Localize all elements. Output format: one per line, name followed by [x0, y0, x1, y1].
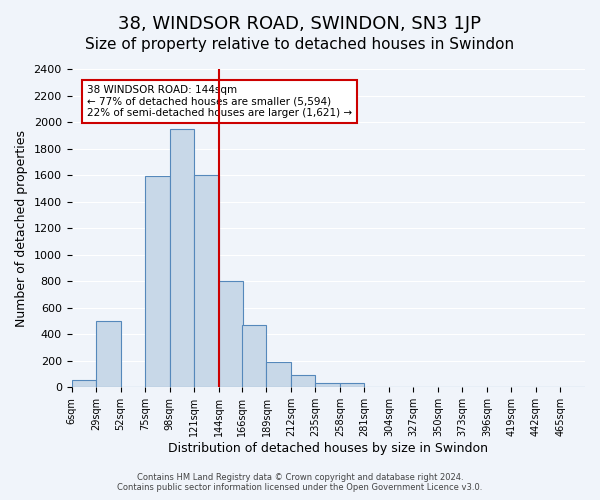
Bar [145, 176, 170, 388]
Bar [170, 128, 194, 388]
Bar [71, 380, 96, 388]
Bar [218, 281, 243, 388]
Bar [291, 374, 316, 388]
Bar [340, 384, 364, 388]
Text: Contains HM Land Registry data © Crown copyright and database right 2024.
Contai: Contains HM Land Registry data © Crown c… [118, 473, 482, 492]
Bar [266, 362, 291, 388]
Bar [194, 175, 218, 388]
Text: Size of property relative to detached houses in Swindon: Size of property relative to detached ho… [85, 38, 515, 52]
Bar [96, 321, 121, 388]
Bar [242, 325, 266, 388]
Text: 38 WINDSOR ROAD: 144sqm
← 77% of detached houses are smaller (5,594)
22% of semi: 38 WINDSOR ROAD: 144sqm ← 77% of detache… [87, 85, 352, 118]
Text: 38, WINDSOR ROAD, SWINDON, SN3 1JP: 38, WINDSOR ROAD, SWINDON, SN3 1JP [119, 15, 482, 33]
Y-axis label: Number of detached properties: Number of detached properties [15, 130, 28, 326]
Bar [316, 382, 340, 388]
X-axis label: Distribution of detached houses by size in Swindon: Distribution of detached houses by size … [168, 442, 488, 455]
